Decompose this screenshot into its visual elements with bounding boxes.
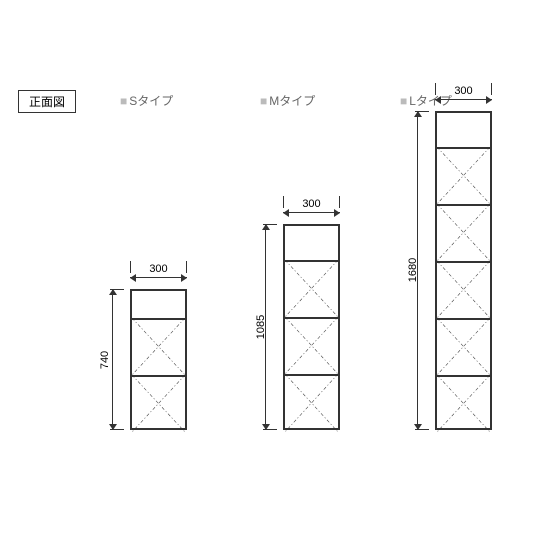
cabinet-l: 300 1680 bbox=[435, 111, 492, 430]
height-dimension: 740 bbox=[100, 289, 128, 430]
door-panel bbox=[437, 204, 490, 261]
door-panel bbox=[285, 374, 338, 432]
width-dimension: 300 bbox=[130, 263, 187, 278]
door-panel bbox=[132, 318, 185, 375]
cabinet-m: 300 1085 bbox=[283, 224, 340, 430]
door-panel bbox=[437, 261, 490, 318]
height-dimension: 1680 bbox=[405, 111, 433, 430]
door-panel bbox=[437, 147, 490, 204]
width-dimension: 300 bbox=[283, 198, 340, 213]
door-panel bbox=[285, 260, 338, 317]
height-dimension: 1085 bbox=[253, 224, 281, 430]
cabinet-body bbox=[283, 224, 340, 430]
type-label-s: Sタイプ bbox=[120, 92, 173, 109]
door-panel bbox=[285, 317, 338, 374]
view-title-text: 正面図 bbox=[29, 95, 65, 109]
door-panel bbox=[132, 375, 185, 432]
cabinet-body bbox=[435, 111, 492, 430]
cabinet-body bbox=[130, 289, 187, 430]
cabinet-s: 300 740 bbox=[130, 289, 187, 430]
width-dimension: 300 bbox=[435, 85, 492, 100]
view-title: 正面図 bbox=[18, 90, 76, 113]
door-panel bbox=[437, 318, 490, 375]
door-panel bbox=[437, 375, 490, 432]
type-label-m: Mタイプ bbox=[260, 92, 315, 109]
